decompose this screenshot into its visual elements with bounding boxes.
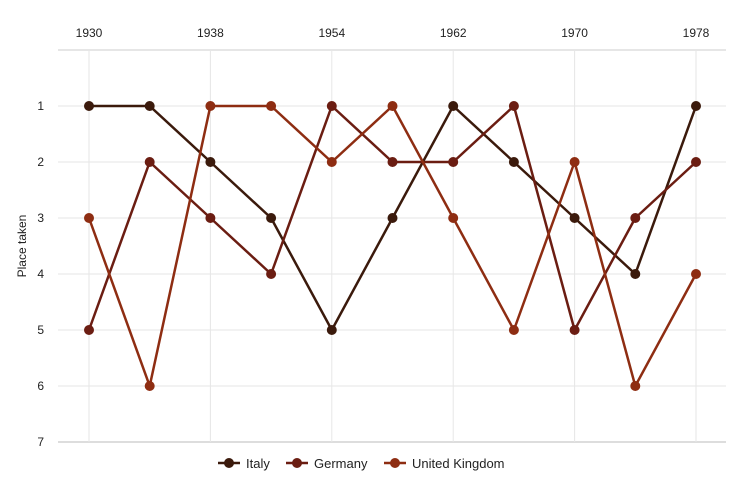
point-germany bbox=[630, 213, 641, 223]
legend-swatch-marker-italy bbox=[224, 458, 234, 468]
point-united-kingdom bbox=[630, 381, 641, 391]
point-germany bbox=[84, 325, 94, 335]
x-tick-label: 1978 bbox=[683, 26, 710, 40]
y-tick-label: 4 bbox=[37, 267, 44, 281]
y-tick-label: 3 bbox=[37, 211, 44, 225]
x-tick-label: 1938 bbox=[197, 26, 224, 40]
x-tick-label: 1930 bbox=[76, 26, 103, 40]
point-germany bbox=[205, 213, 216, 223]
point-italy bbox=[205, 157, 216, 167]
y-tick-label: 2 bbox=[37, 155, 44, 169]
point-italy bbox=[630, 269, 641, 279]
point-germany bbox=[448, 157, 459, 167]
y-tick-label: 5 bbox=[37, 323, 44, 337]
point-united-kingdom bbox=[448, 213, 459, 223]
point-united-kingdom bbox=[387, 101, 398, 111]
point-italy bbox=[569, 213, 580, 223]
point-germany bbox=[387, 157, 398, 167]
point-germany bbox=[691, 157, 701, 167]
point-united-kingdom bbox=[266, 101, 277, 111]
y-tick-label: 6 bbox=[37, 379, 44, 393]
point-italy bbox=[266, 213, 277, 223]
y-tick-label: 7 bbox=[37, 435, 44, 449]
point-united-kingdom bbox=[569, 157, 580, 167]
legend-label-italy: Italy bbox=[246, 456, 270, 471]
point-united-kingdom bbox=[84, 213, 94, 223]
gridlines bbox=[58, 49, 726, 443]
legend-swatch-marker-united-kingdom bbox=[390, 458, 400, 468]
point-united-kingdom bbox=[691, 269, 701, 279]
point-germany bbox=[326, 101, 337, 111]
x-axis-ticks: 1930 1938 1954 1962 1970 1978 bbox=[76, 26, 710, 40]
point-italy bbox=[691, 101, 701, 111]
point-united-kingdom bbox=[144, 381, 155, 391]
y-axis-title: Place taken bbox=[15, 215, 29, 278]
point-italy bbox=[387, 213, 398, 223]
point-germany bbox=[569, 325, 580, 335]
legend-label-united-kingdom: United Kingdom bbox=[412, 456, 505, 471]
y-tick-label: 1 bbox=[37, 99, 44, 113]
legend: Italy Germany United Kingdom bbox=[218, 456, 505, 471]
point-germany bbox=[508, 101, 519, 111]
point-united-kingdom bbox=[326, 157, 337, 167]
point-united-kingdom bbox=[205, 101, 216, 111]
point-italy bbox=[326, 325, 337, 335]
point-germany bbox=[144, 157, 155, 167]
point-italy bbox=[448, 101, 459, 111]
point-germany bbox=[266, 269, 277, 279]
point-italy bbox=[508, 157, 519, 167]
x-tick-label: 1962 bbox=[440, 26, 467, 40]
y-axis-ticks: 1 2 3 4 5 6 7 bbox=[37, 99, 44, 449]
legend-label-germany: Germany bbox=[314, 456, 368, 471]
series-lines bbox=[87, 104, 698, 388]
x-tick-label: 1970 bbox=[561, 26, 588, 40]
x-tick-label: 1954 bbox=[318, 26, 345, 40]
point-united-kingdom bbox=[508, 325, 519, 335]
legend-swatch-marker-germany bbox=[292, 458, 302, 468]
series-points bbox=[84, 101, 701, 391]
point-italy bbox=[144, 101, 155, 111]
point-italy bbox=[84, 101, 94, 111]
